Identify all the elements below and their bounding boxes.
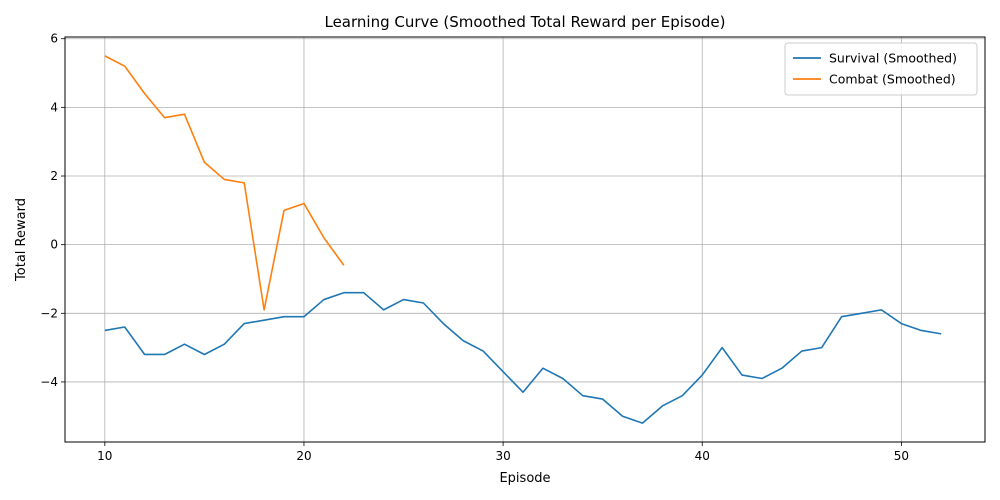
x-tick-label: 20 — [296, 449, 311, 463]
x-tick-label: 30 — [495, 449, 510, 463]
y-tick-label: 0 — [50, 238, 58, 252]
x-tick-label: 40 — [695, 449, 710, 463]
x-tick-label: 50 — [894, 449, 909, 463]
grid — [65, 37, 985, 442]
y-tick-label: 6 — [50, 32, 58, 46]
y-tick-label: 2 — [50, 169, 58, 183]
series-line-0 — [104, 291, 942, 424]
legend-label: Combat (Smoothed) — [829, 72, 956, 87]
legend-box — [784, 42, 978, 96]
series-lines — [104, 55, 942, 424]
y-tick-label: 4 — [50, 100, 58, 114]
x-tick-label: 10 — [97, 449, 112, 463]
legend: Survival (Smoothed) Combat (Smoothed) — [784, 42, 978, 96]
chart-title: Learning Curve (Smoothed Total Reward pe… — [324, 13, 725, 31]
plot-frame — [64, 36, 986, 443]
y-axis-label: Total Reward — [14, 198, 29, 282]
y-tick-label: −4 — [40, 375, 58, 389]
legend-label: Survival (Smoothed) — [829, 51, 957, 66]
axis-ticks: 10 20 30 40 50 −4 −2 0 2 4 6 — [40, 32, 909, 463]
y-tick-label: −2 — [40, 306, 58, 320]
x-axis-label: Episode — [499, 471, 550, 486]
series-line-1 — [104, 55, 345, 311]
